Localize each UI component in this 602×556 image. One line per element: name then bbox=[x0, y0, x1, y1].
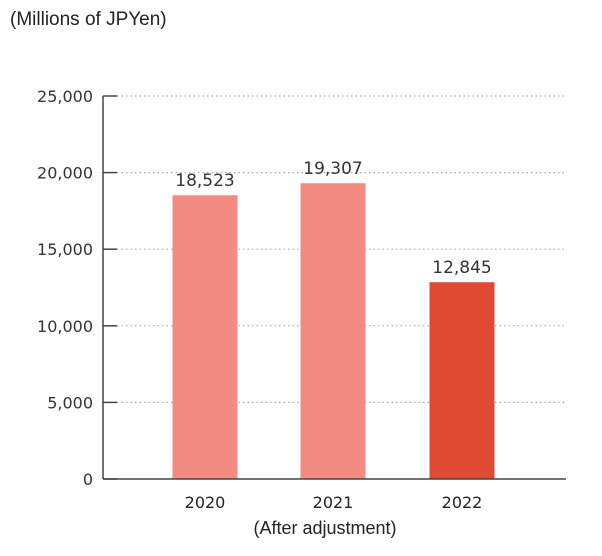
data-label-2022: 12,845 bbox=[432, 258, 491, 278]
data-label-2020: 18,523 bbox=[175, 171, 234, 191]
y-tick-label: 10,000 bbox=[37, 317, 93, 336]
y-axis: 0 5,000 10,000 15,000 20,000 25,000 bbox=[37, 87, 117, 489]
unit-label: (Millions of JPYen) bbox=[10, 9, 167, 30]
bar-2021 bbox=[300, 183, 366, 479]
bar-2022 bbox=[429, 282, 495, 479]
x-axis: 2020 2021 2022 bbox=[103, 478, 566, 512]
x-tick-label: 2021 bbox=[313, 493, 354, 512]
data-label-2021: 19,307 bbox=[303, 159, 362, 179]
x-axis-note: (After adjustment) bbox=[253, 518, 396, 538]
y-tick-label: 15,000 bbox=[37, 240, 93, 259]
bar-2020 bbox=[172, 195, 238, 479]
bars: 18,523 19,307 12,845 bbox=[172, 159, 495, 479]
y-tick-label: 20,000 bbox=[37, 164, 93, 183]
y-tick-label: 25,000 bbox=[37, 87, 93, 106]
x-tick-label: 2020 bbox=[185, 493, 226, 512]
y-tick-label: 5,000 bbox=[47, 393, 93, 412]
x-tick-label: 2022 bbox=[442, 493, 483, 512]
y-tick-label: 0 bbox=[83, 470, 93, 489]
